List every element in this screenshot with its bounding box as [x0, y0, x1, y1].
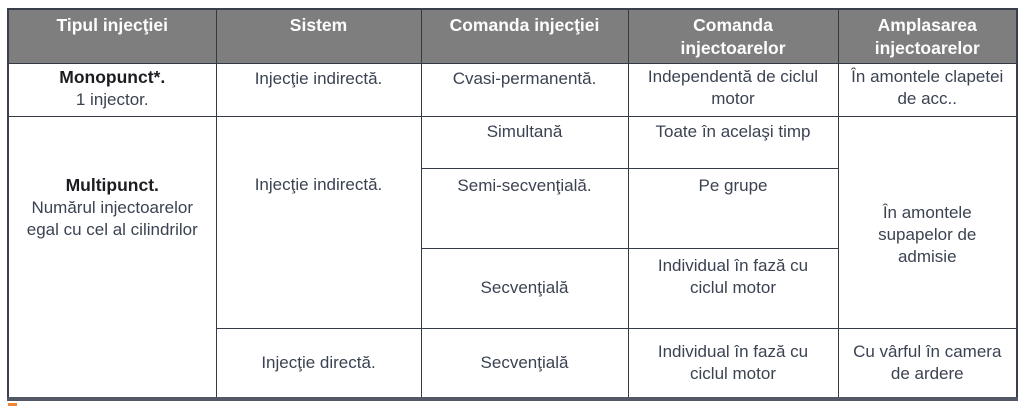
row-multipunct-simultana: Multipunct. Numărul injectoarelor egal c… — [7, 115, 1018, 400]
multipunct-title: Multipunct. — [65, 174, 159, 195]
header-label: Sistem — [289, 15, 348, 35]
col-header-amplasarea-injectoarelor: Amplasarea injectoarelor — [837, 8, 1018, 64]
cell-semi-secventiala: Semi-secvenţială. — [420, 167, 629, 249]
row-multipunct-semi-secventiala: Semi-secvenţială. Pe grupe — [8, 167, 1017, 249]
cell-secventiala-directa: Secvenţială — [420, 327, 629, 400]
cell-injectie-directa: Injecţie directă. — [215, 327, 422, 400]
cell-multipunct-type: Multipunct. Numărul injectoarelor egal c… — [7, 115, 217, 400]
cell-pe-grupe: Pe grupe — [627, 167, 839, 249]
injection-types-table: Tipul injecţiei Sistem Comanda injecţiei… — [7, 8, 1018, 401]
cell-monopunct-amplasarea: În amontele clapetei de acc.. — [837, 62, 1018, 117]
col-header-comanda-injectiei: Comanda injecţiei — [420, 8, 629, 64]
cell-multipunct-sistem-indirecta: Injecţie indirectă. — [215, 115, 422, 329]
cell-monopunct-sistem: Injecţie indirectă. — [215, 62, 422, 117]
cell-toate-in-acelasi-timp: Toate în acelaşi timp — [627, 115, 839, 169]
cell-individual-in-faza-directa: Individual în fază cu ciclul motor — [627, 327, 839, 400]
col-header-tipul-injectiei: Tipul injecţiei — [7, 8, 217, 64]
monopunct-title: Monopunct*. — [59, 66, 166, 87]
cell-individual-in-faza-indirecta: Individual în fază cu ciclul motor — [627, 247, 839, 329]
header-row: Tipul injecţiei Sistem Comanda injecţiei… — [7, 8, 1018, 64]
row-monopunct: Monopunct*. 1 injector. Injecţie indirec… — [7, 62, 1018, 117]
row-multipunct-directa: Injecţie directă. Secvenţială Individual… — [8, 327, 1018, 400]
cell-secventiala-indirecta: Secvenţială — [420, 247, 629, 329]
cell-monopunct-comanda-injectiei: Cvasi-permanentă. — [420, 62, 629, 117]
cell-amplasare-camera-ardere: Cu vârful în camera de ardere — [837, 327, 1018, 400]
header-label: Tipul injecţiei — [56, 15, 168, 35]
header-label: Amplasarea injectoarelor — [874, 15, 980, 58]
header-label: Comanda injectoarelor — [680, 15, 786, 58]
col-header-sistem: Sistem — [215, 8, 422, 64]
row-multipunct-secventiala: Secvenţială Individual în fază cu ciclul… — [8, 247, 1017, 329]
header-label: Comanda injecţiei — [449, 15, 600, 35]
col-header-comanda-injectoarelor: Comanda injectoarelor — [627, 8, 839, 64]
cell-amplasare-supape: În amontele supapelor de admisie — [837, 115, 1018, 329]
multipunct-subtitle: Numărul injectoarelor egal cu cel al cil… — [26, 197, 198, 239]
cell-monopunct-comanda-injectoarelor: Independentă de ciclul motor — [627, 62, 839, 117]
cell-monopunct-type: Monopunct*. 1 injector. — [7, 62, 217, 117]
footnote-asterisk-remnant — [8, 403, 17, 406]
monopunct-subtitle: 1 injector. — [75, 89, 149, 109]
cell-simultana: Simultană — [420, 115, 629, 169]
